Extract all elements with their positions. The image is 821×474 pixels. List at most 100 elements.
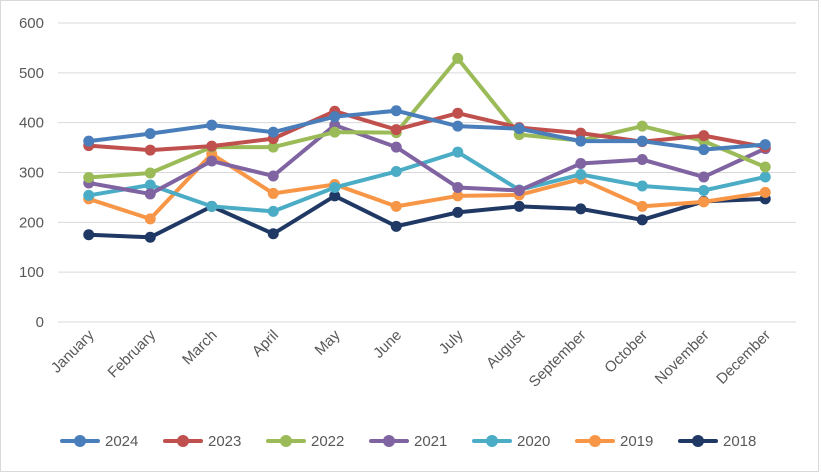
data-point xyxy=(390,200,402,212)
x-tick-label: February xyxy=(105,326,160,381)
data-point xyxy=(513,200,525,212)
data-point xyxy=(452,146,464,158)
x-tick-label: October xyxy=(601,327,651,377)
x-tick-label: May xyxy=(312,326,344,358)
data-point xyxy=(390,220,402,232)
data-point xyxy=(206,119,218,131)
legend-item: 2019 xyxy=(575,433,653,450)
data-point xyxy=(329,190,341,202)
data-point xyxy=(206,140,218,152)
data-point xyxy=(390,105,402,117)
legend-label: 2021 xyxy=(414,433,447,450)
x-tick-label: January xyxy=(48,326,98,376)
data-point xyxy=(83,229,95,241)
data-point xyxy=(452,52,464,64)
data-point xyxy=(513,123,525,135)
data-point xyxy=(390,166,402,178)
data-point xyxy=(759,171,771,183)
data-point xyxy=(698,171,710,183)
data-point xyxy=(267,205,279,217)
data-point xyxy=(759,186,771,198)
legend-item: 2021 xyxy=(369,433,447,450)
data-point xyxy=(759,161,771,173)
legend-marker xyxy=(177,435,189,447)
data-point xyxy=(575,135,587,147)
y-tick-label: 0 xyxy=(36,314,44,331)
x-tick-label: August xyxy=(483,326,529,372)
series-line xyxy=(86,150,768,214)
data-point xyxy=(329,126,341,138)
data-point xyxy=(144,144,156,156)
legend-item: 2024 xyxy=(60,433,138,450)
legend-label: 2019 xyxy=(620,433,653,450)
data-point xyxy=(267,141,279,153)
legend-label: 2018 xyxy=(723,433,756,450)
series-line xyxy=(86,193,768,240)
x-tick-label: April xyxy=(249,327,282,360)
y-tick-label: 600 xyxy=(19,15,44,32)
y-tick-label: 200 xyxy=(19,214,44,231)
legend: 2024 2023 2022 2021 2020 2019 2018 xyxy=(60,433,756,450)
data-point xyxy=(329,111,341,123)
data-point xyxy=(759,139,771,151)
series-2020 xyxy=(83,146,771,217)
x-tick-label: July xyxy=(436,326,467,357)
data-point xyxy=(636,120,648,132)
data-point xyxy=(144,213,156,225)
series-line xyxy=(86,123,768,196)
series-lines xyxy=(83,52,771,243)
legend-marker xyxy=(692,435,704,447)
data-point xyxy=(636,154,648,166)
data-point xyxy=(452,181,464,193)
data-point xyxy=(636,214,648,226)
series-2018 xyxy=(83,190,771,243)
data-point xyxy=(144,167,156,179)
data-point xyxy=(206,155,218,167)
x-tick-label: March xyxy=(179,327,220,368)
legend-item: 2022 xyxy=(266,433,344,450)
data-point xyxy=(575,127,587,139)
data-point xyxy=(513,184,525,196)
data-point xyxy=(390,141,402,153)
y-tick-label: 100 xyxy=(19,264,44,281)
x-tick-label: December xyxy=(713,327,774,388)
series-line xyxy=(86,56,768,180)
x-axis-tick-labels: January February March April May June July Augu… xyxy=(48,326,774,390)
data-point xyxy=(575,158,587,170)
data-point xyxy=(83,171,95,183)
data-point xyxy=(144,231,156,243)
data-point xyxy=(390,124,402,136)
data-point xyxy=(452,190,464,202)
data-point xyxy=(329,181,341,193)
data-point xyxy=(267,228,279,240)
data-point xyxy=(144,188,156,200)
data-point xyxy=(452,107,464,119)
data-point xyxy=(83,189,95,201)
data-point xyxy=(267,170,279,182)
x-tick-label: September xyxy=(526,327,590,391)
legend-label: 2022 xyxy=(311,433,344,450)
data-point xyxy=(83,135,95,147)
series-line xyxy=(86,108,768,152)
data-point xyxy=(144,128,156,140)
x-tick-label: June xyxy=(370,327,405,362)
legend-label: 2020 xyxy=(517,433,550,450)
legend-label: 2023 xyxy=(208,433,241,450)
data-point xyxy=(575,203,587,215)
legend-marker xyxy=(486,435,498,447)
series-2024 xyxy=(83,105,771,156)
legend-marker xyxy=(74,435,86,447)
data-point xyxy=(636,200,648,212)
data-point xyxy=(698,184,710,196)
data-point xyxy=(698,130,710,142)
x-tick-label: November xyxy=(652,327,713,388)
data-point xyxy=(452,206,464,218)
y-tick-label: 400 xyxy=(19,115,44,132)
legend-marker xyxy=(589,435,601,447)
data-point xyxy=(144,179,156,191)
y-axis-tick-labels: 0 100 200 300 400 500 600 xyxy=(19,15,44,331)
data-point xyxy=(698,196,710,208)
legend-label: 2024 xyxy=(105,433,138,450)
legend-item: 2023 xyxy=(163,433,241,450)
